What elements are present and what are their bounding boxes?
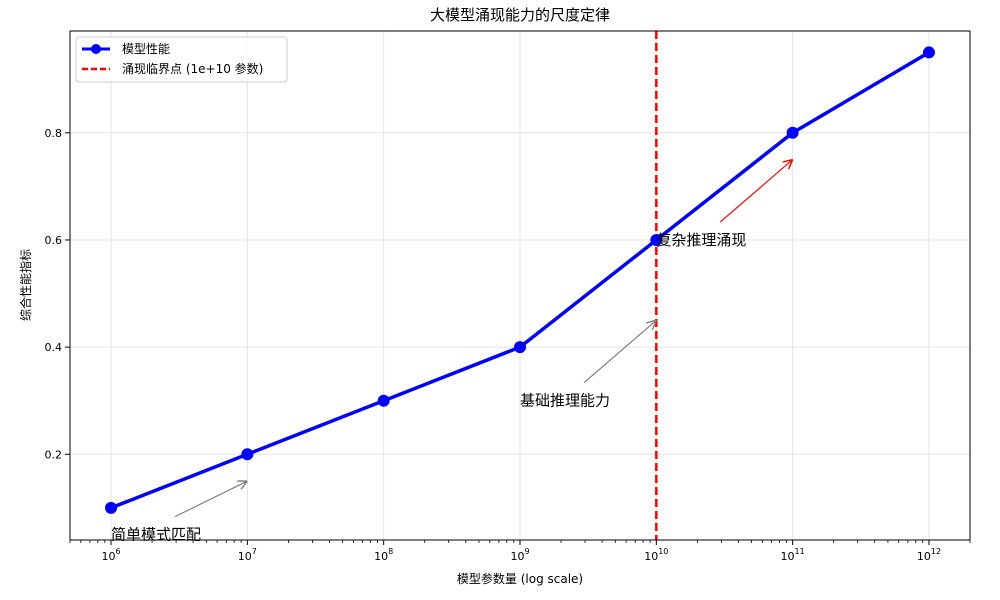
x-tick-base: 10 [510,550,524,563]
y-tick-label: 0.2 [45,448,63,461]
x-tick-exponent: 6 [115,547,120,556]
y-tick-label: 0.6 [45,234,63,247]
x-tick-base: 10 [917,550,931,563]
annotation-text: 复杂推理涌现 [656,231,746,249]
x-tick-label: 107 [238,547,257,563]
x-tick-base: 10 [644,550,658,563]
y-axis-label: 综合性能指标 [18,249,33,321]
x-axis-label: 模型参数量 (log scale) [457,571,583,586]
legend-series-marker [91,44,101,54]
data-point [377,394,390,407]
x-tick-base: 10 [101,550,115,563]
y-tick-label: 0.4 [45,341,63,354]
series-layer [105,46,935,514]
x-tick-exponent: 11 [795,547,805,556]
x-tick-label: 1012 [917,547,941,563]
annotation-arrow [583,320,656,384]
x-tick-exponent: 9 [524,547,529,556]
x-tick-base: 10 [781,550,795,563]
legend: 模型性能 涌现临界点 (1e+10 参数) [75,36,288,83]
annotation-arrow [174,481,247,518]
x-tick-label: 1010 [644,547,668,563]
legend-threshold-label: 涌现临界点 (1e+10 参数) [122,61,263,76]
chart-title: 大模型涌现能力的尺度定律 [430,6,610,24]
annotation-text: 简单模式匹配 [111,526,201,544]
data-point [105,501,118,514]
data-point [786,126,799,139]
x-tick-label: 106 [101,547,120,563]
data-point [514,341,526,354]
x-tick-base: 10 [374,550,388,563]
data-point [241,448,254,461]
x-tick-label: 109 [510,547,529,563]
annotation-arrow [719,160,792,223]
x-tick-exponent: 10 [658,547,668,556]
x-tick-exponent: 12 [931,547,941,556]
data-point [650,233,663,246]
annotation-text: 基础推理能力 [520,392,610,410]
annotation-layer: 简单模式匹配 基础推理能力 复杂推理涌现 [111,160,793,544]
x-tick-exponent: 7 [252,547,257,556]
x-tick-label: 1011 [781,547,805,563]
legend-series-label: 模型性能 [122,42,170,56]
x-tick-base: 10 [238,550,252,563]
x-tick-exponent: 8 [388,547,393,556]
legend-box [75,36,288,83]
x-tick-label: 108 [374,547,393,563]
y-tick-label: 0.8 [45,127,63,140]
plot-frame [69,30,971,541]
data-point [922,46,935,59]
